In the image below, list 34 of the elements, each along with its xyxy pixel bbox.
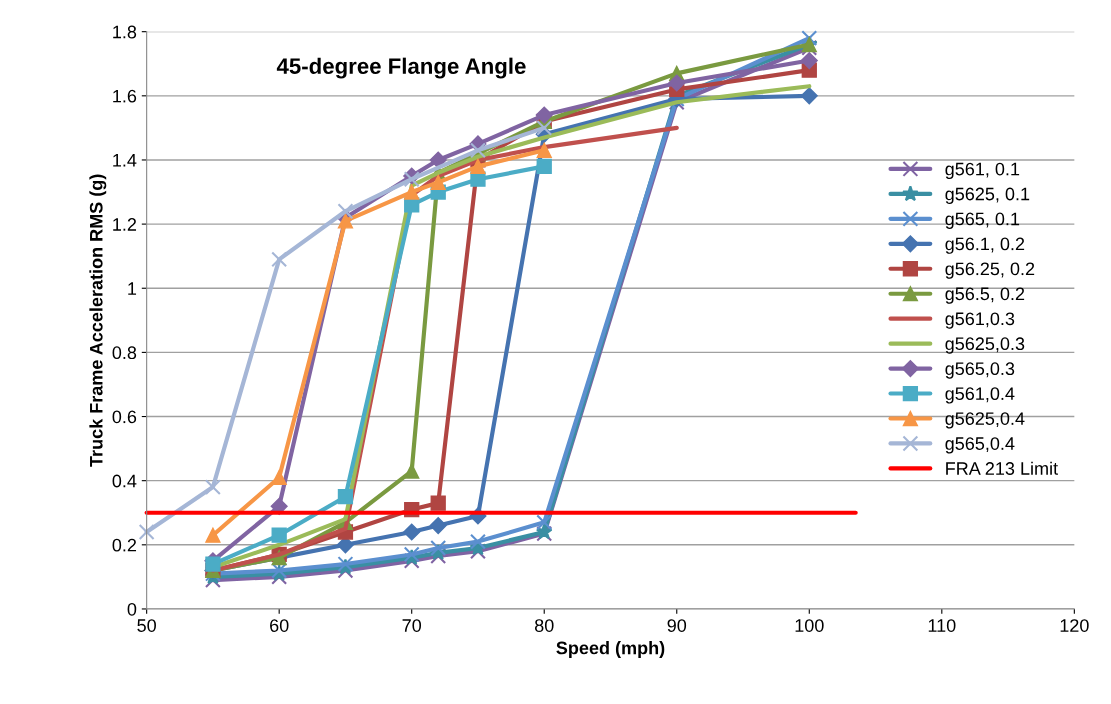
x-tick-label: 50 [137, 619, 156, 632]
y-tick-label: 0.2 [112, 538, 137, 552]
legend-label: g5625,0.3 [945, 337, 1025, 354]
legend-label: g5625, 0.1 [945, 187, 1030, 204]
legend-label: g561,0.4 [945, 387, 1015, 404]
legend-label: g565,0.3 [945, 362, 1015, 379]
x-tick-label: 110 [928, 619, 956, 632]
y-tick-label: 0.8 [112, 346, 137, 360]
x-axis-title: Speed (mph) [556, 641, 665, 658]
y-tick-label: 1.4 [113, 154, 137, 167]
legend-label: g561, 0.1 [945, 162, 1020, 179]
x-tick-label: 120 [1060, 619, 1089, 632]
y-tick-label: 0.4 [112, 474, 137, 488]
x-tick-label: 90 [667, 619, 687, 632]
y-tick-label: 1.6 [113, 89, 137, 103]
legend-label: g56.1, 0.2 [945, 237, 1025, 254]
legend-label: g56.5, 0.2 [945, 287, 1025, 304]
x-tick-label: 80 [534, 619, 554, 632]
y-tick-label: 1.8 [113, 25, 137, 39]
y-tick-label: 0 [127, 602, 137, 616]
x-tick-label: 100 [795, 619, 824, 632]
text: 45-degree Flange Angle [276, 57, 526, 79]
legend-label: g561,0.3 [945, 312, 1015, 329]
legend-label: g565,0.4 [945, 437, 1015, 454]
y-tick-label: 1 [128, 282, 137, 295]
x-tick-label: 70 [402, 619, 422, 632]
y-axis-title: Truck Frame Acceleration RMS (g) [89, 174, 107, 467]
legend-label: g56.25, 0.2 [945, 262, 1035, 279]
y-tick-label: 1.2 [113, 218, 137, 231]
legend-label: FRA 213 Limit [946, 461, 1058, 475]
legend-label: g5625,0.4 [945, 412, 1025, 429]
legend-label: g565, 0.1 [945, 212, 1020, 229]
x-tick-label: 60 [270, 619, 289, 632]
y-tick-label: 0.6 [112, 410, 137, 424]
